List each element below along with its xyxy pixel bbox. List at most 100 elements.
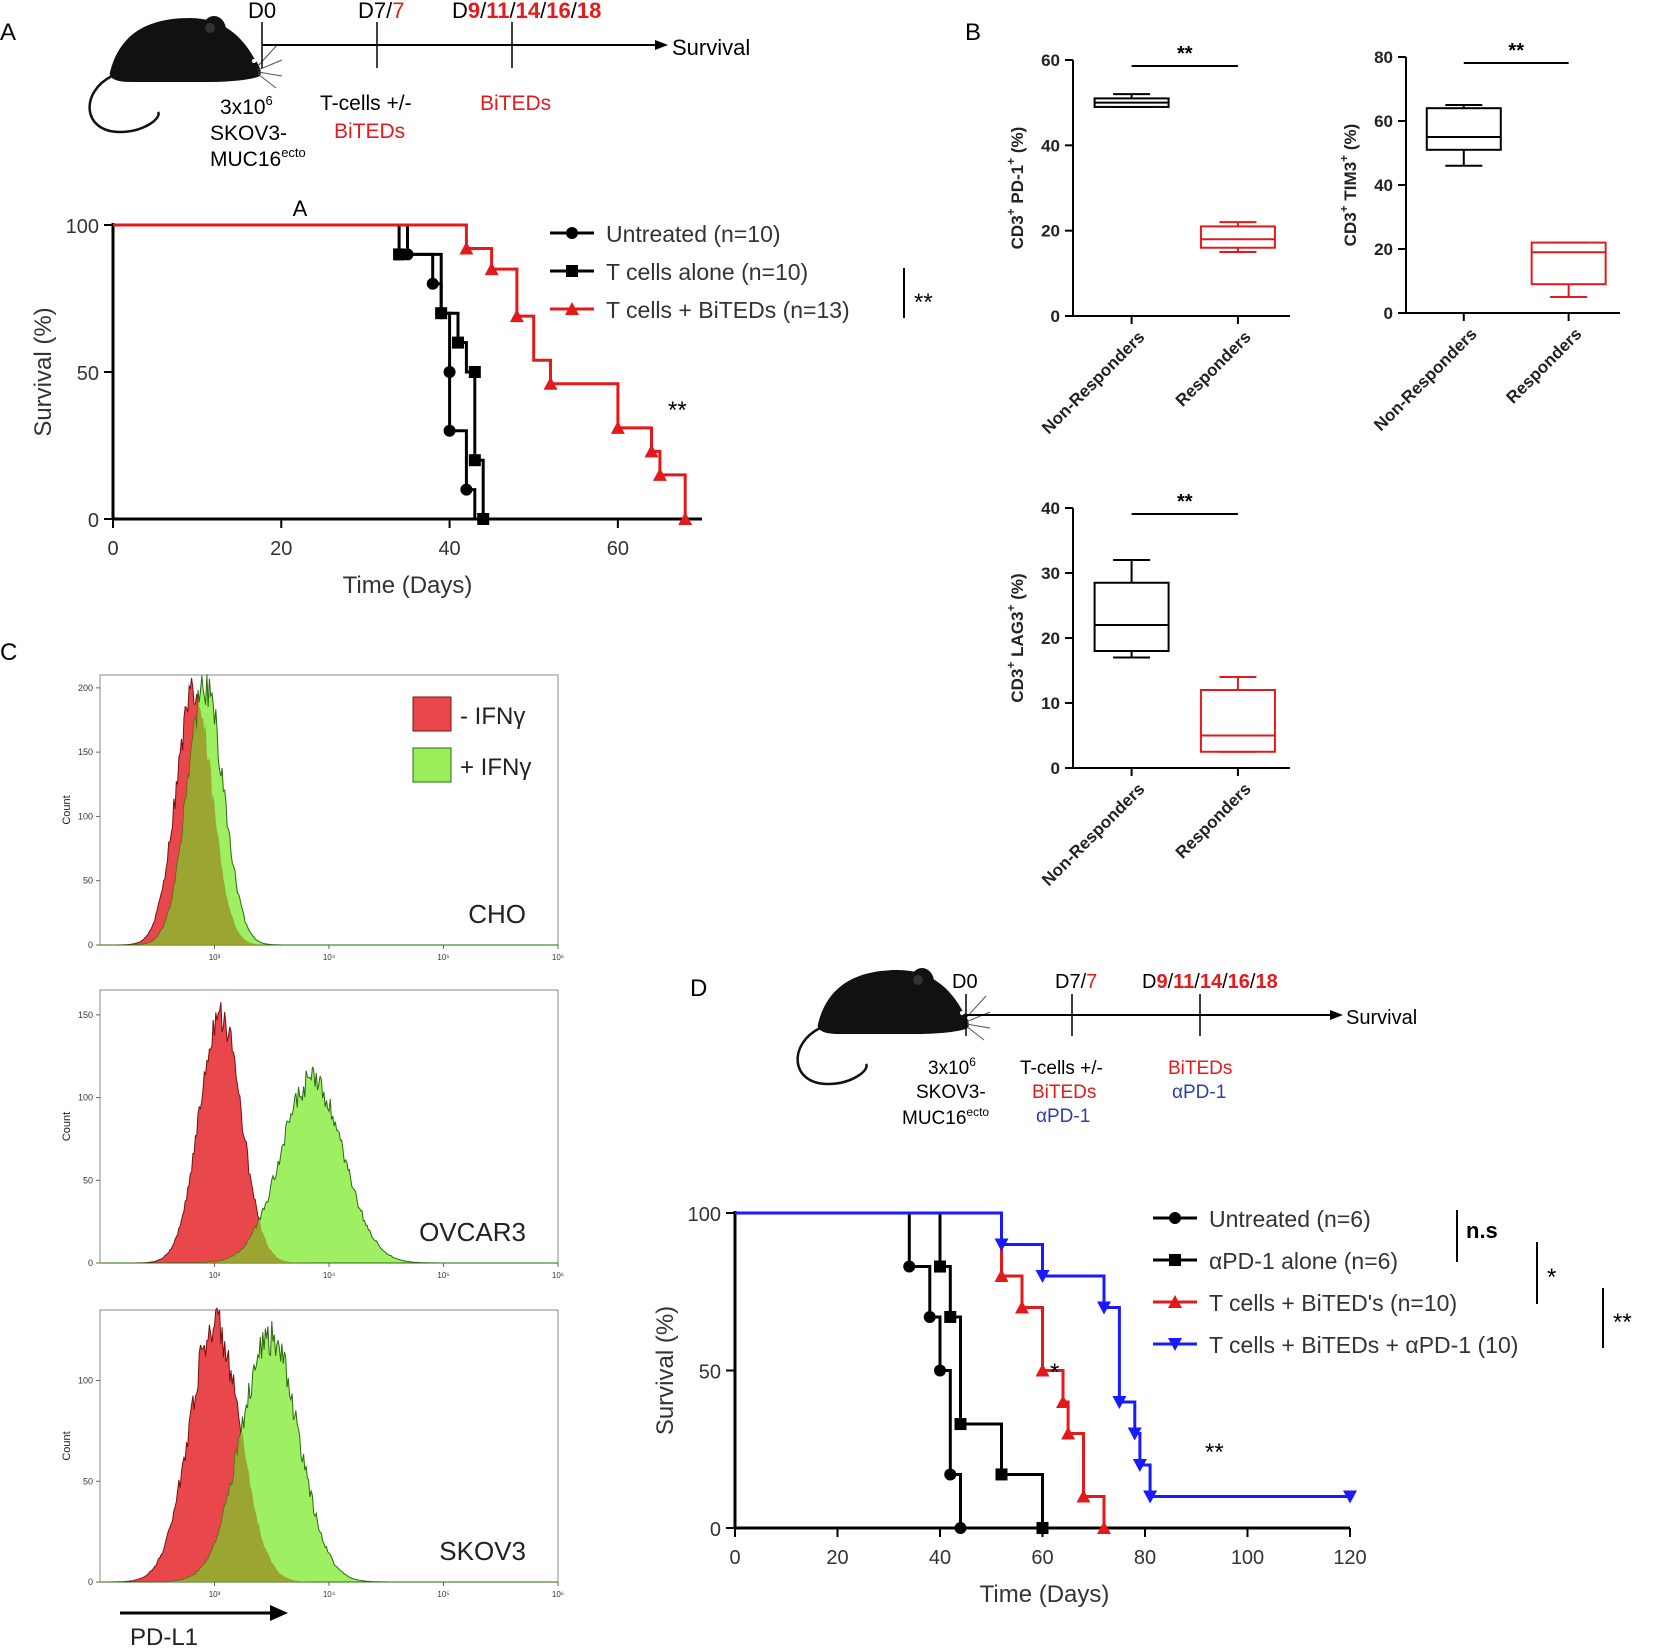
y-label-main: CD3 (1341, 212, 1360, 246)
box (1199, 225, 1276, 249)
y-tick-label: 10 (1041, 694, 1060, 713)
series-line (735, 1211, 1106, 1528)
y-tick-label: 100 (78, 1093, 93, 1103)
x-tick-label: 0 (729, 1547, 740, 1569)
y-tick-label: 60 (1041, 51, 1060, 70)
annotation-label: ** (668, 397, 687, 424)
cell-line-label: OVCAR3 (419, 1217, 526, 1247)
series-marker (934, 1260, 946, 1273)
x-tick-label: 100 (1231, 1547, 1264, 1569)
category-label: Responders (1503, 324, 1586, 407)
series-line (113, 223, 477, 519)
series-marker (1132, 1459, 1147, 1472)
series-marker (1061, 1426, 1076, 1440)
legend-marker (1169, 1254, 1181, 1266)
y-tick-label: 0 (1384, 304, 1393, 323)
series-marker (460, 483, 473, 496)
legend-label: T cells + BiTEDs (n=13) (606, 297, 850, 323)
y-label-sup: + (1004, 158, 1018, 165)
legend-label: T cells + BiTED's (n=10) (1209, 1290, 1457, 1316)
series-marker (468, 366, 481, 378)
series-marker (1097, 1301, 1111, 1315)
series-marker (944, 1468, 957, 1481)
y-label-rest: PD-1 (1008, 165, 1027, 208)
x-tick-label: 10⁵ (437, 953, 449, 962)
y-label-rest: LAG3 (1008, 612, 1027, 662)
annotation-star: * (1050, 1359, 1059, 1386)
x-axis-label: PD-L1 (130, 1624, 198, 1650)
x-tick-label: 10⁶ (552, 953, 564, 962)
timeline-a-tcells: T-cells +/- (320, 92, 412, 115)
histogram-pos (100, 1066, 558, 1264)
y-label-end: (%) (1008, 127, 1027, 158)
series-marker (443, 424, 456, 437)
x-tick-label: 80 (1134, 1547, 1156, 1569)
y-tick-label: 100 (688, 1204, 721, 1226)
y-tick-label: 0 (710, 1519, 721, 1541)
series-marker (484, 262, 499, 276)
box (1199, 689, 1276, 753)
box (1093, 581, 1170, 652)
timeline-d-cells-line3: MUC16ecto (902, 1105, 989, 1129)
x-tick-label: 10³ (209, 1271, 221, 1280)
y-tick-label: 0 (88, 510, 99, 532)
series-marker (1112, 1396, 1127, 1409)
mouse-icon (796, 968, 991, 1086)
x-tick-label: 10⁴ (323, 1590, 336, 1599)
legend-label: T cells alone (n=10) (606, 259, 808, 285)
legend-marker (566, 265, 578, 277)
bracket-ns-label: n.s (1466, 1218, 1498, 1243)
timeline-a-bited: BiTEDs (480, 92, 551, 115)
category-label: Non-Responders (1038, 779, 1148, 889)
histogram-pos (100, 1320, 558, 1583)
y-axis-label: CD3+ LAG3+ (%) (1004, 573, 1027, 702)
pdl1-arrow-head (270, 1605, 288, 1621)
series-marker (994, 1269, 1009, 1282)
y-tick-label: 0 (1051, 759, 1060, 778)
y-tick-label: 100 (66, 216, 99, 238)
series-marker (954, 1522, 967, 1534)
y-tick-label: 50 (699, 1362, 721, 1384)
y-label-sup: + (1004, 208, 1018, 215)
y-label-sup: + (1004, 662, 1018, 669)
y-tick-label: 0 (1051, 307, 1060, 326)
series-marker (393, 248, 406, 261)
series-marker (451, 336, 464, 349)
x-tick-label: 10⁵ (437, 1271, 449, 1280)
legend-label: Untreated (n=10) (606, 221, 781, 247)
x-tick-label: 60 (1031, 1547, 1053, 1569)
legend-label-neg: - IFNγ (460, 703, 525, 730)
legend-label: αPD-1 alone (n=6) (1209, 1248, 1398, 1274)
timeline-d-survival: Survival (1346, 1007, 1417, 1029)
annotation-dstar: ** (1205, 1439, 1224, 1466)
series-marker (903, 1260, 916, 1273)
panel-a-inner-label: A (293, 196, 308, 221)
timeline-d-tcells-apd1: αPD-1 (1036, 1106, 1090, 1127)
flow-histograms: 0 50 100 150 200 10³ 10⁴ 10⁵ 10⁶ Count CHO 0 50 100 15… (61, 674, 564, 1650)
x-tick-label: 10⁶ (552, 1271, 564, 1280)
y-tick-label: 80 (1374, 48, 1393, 67)
y-tick-label: 50 (83, 876, 93, 886)
series-line (113, 223, 687, 519)
y-label-main: CD3 (1008, 669, 1027, 703)
series-marker (443, 366, 456, 378)
y-tick-label: 0 (88, 940, 93, 950)
y-tick-label: 0 (88, 1258, 93, 1268)
y-axis-label: Count (61, 1431, 73, 1460)
significance-label: ** (914, 289, 933, 316)
cell-line-label: CHO (468, 899, 526, 929)
timeline-a: D0 D7/7 D9/11/14/16/18 Survival 3x106 SK… (88, 0, 750, 171)
y-tick-label: 150 (78, 1010, 93, 1020)
panel-letter-b: B (965, 19, 981, 46)
series-marker (1097, 1521, 1111, 1534)
series-marker (1035, 1363, 1050, 1377)
panel-letter-d: D (690, 975, 707, 1002)
series-marker (1076, 1489, 1091, 1503)
y-tick-label: 40 (1041, 136, 1060, 155)
bracket-dstar-label: ** (1613, 1309, 1632, 1336)
legend-label: T cells + BiTEDs + αPD-1 (10) (1209, 1332, 1518, 1358)
x-tick-label: 10³ (209, 953, 221, 962)
cell-line-label: SKOV3 (439, 1536, 526, 1566)
category-label: Responders (1172, 779, 1255, 862)
